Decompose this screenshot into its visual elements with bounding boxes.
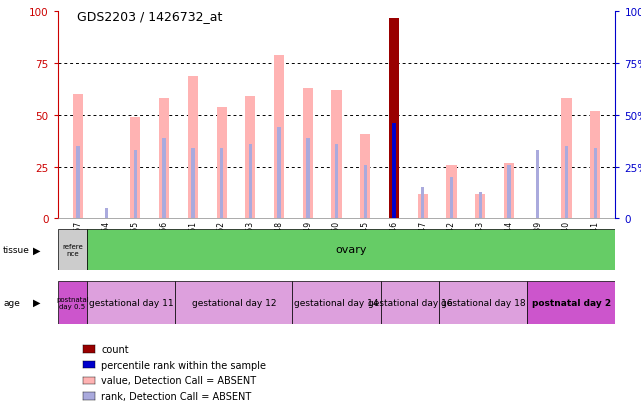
Bar xyxy=(249,145,252,219)
Text: gestational day 11: gestational day 11 xyxy=(88,298,173,307)
Bar xyxy=(278,128,281,219)
Bar xyxy=(507,165,511,219)
Bar xyxy=(389,19,399,219)
Text: age: age xyxy=(3,298,20,307)
Bar xyxy=(105,209,108,219)
Bar xyxy=(421,188,424,219)
Bar xyxy=(418,194,428,219)
Bar xyxy=(536,151,540,219)
Bar xyxy=(479,192,482,219)
Bar xyxy=(292,281,381,324)
Text: gestational day 16: gestational day 16 xyxy=(367,298,452,307)
Text: postnatal day 2: postnatal day 2 xyxy=(532,298,611,307)
Text: tissue: tissue xyxy=(3,245,30,254)
Bar xyxy=(447,165,456,219)
Bar xyxy=(303,89,313,219)
Bar xyxy=(335,145,338,219)
Text: postnatal
day 0.5: postnatal day 0.5 xyxy=(56,296,88,309)
Bar xyxy=(76,147,79,219)
Bar xyxy=(162,138,166,219)
Bar xyxy=(175,281,292,324)
Text: GDS2203 / 1426732_at: GDS2203 / 1426732_at xyxy=(77,10,222,23)
Bar xyxy=(562,99,572,219)
Bar xyxy=(590,112,600,219)
Bar xyxy=(594,149,597,219)
Text: ovary: ovary xyxy=(335,245,367,255)
Bar xyxy=(73,95,83,219)
Bar xyxy=(220,149,223,219)
Bar xyxy=(274,56,284,219)
Text: ▶: ▶ xyxy=(33,245,41,255)
Text: rank, Detection Call = ABSENT: rank, Detection Call = ABSENT xyxy=(101,391,251,401)
Text: ▶: ▶ xyxy=(33,297,41,308)
Bar xyxy=(87,281,175,324)
Bar xyxy=(392,124,395,219)
Bar xyxy=(565,147,568,219)
Bar xyxy=(439,281,528,324)
Text: percentile rank within the sample: percentile rank within the sample xyxy=(101,360,266,370)
Text: gestational day 18: gestational day 18 xyxy=(441,298,526,307)
Bar xyxy=(450,178,453,219)
Bar xyxy=(159,99,169,219)
Bar xyxy=(58,281,87,324)
Text: refere
nce: refere nce xyxy=(62,243,83,256)
Bar xyxy=(363,165,367,219)
Bar xyxy=(360,134,370,219)
Bar xyxy=(191,149,194,219)
Bar xyxy=(331,91,342,219)
Text: count: count xyxy=(101,344,129,354)
Text: value, Detection Call = ABSENT: value, Detection Call = ABSENT xyxy=(101,375,256,385)
Bar xyxy=(246,97,255,219)
Bar xyxy=(58,229,87,271)
Text: gestational day 14: gestational day 14 xyxy=(294,298,379,307)
Bar xyxy=(217,107,226,219)
Bar xyxy=(528,281,615,324)
Bar xyxy=(504,163,514,219)
Bar xyxy=(130,118,140,219)
Bar xyxy=(475,194,485,219)
Bar xyxy=(133,151,137,219)
Bar xyxy=(381,281,439,324)
Bar xyxy=(188,76,198,219)
Bar xyxy=(306,138,310,219)
Text: gestational day 12: gestational day 12 xyxy=(192,298,276,307)
